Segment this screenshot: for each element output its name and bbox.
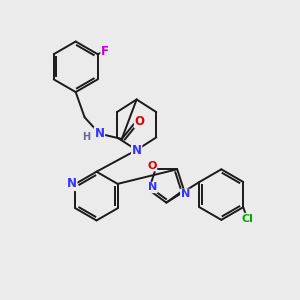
Text: N: N xyxy=(94,127,104,140)
Text: N: N xyxy=(67,177,77,190)
Text: N: N xyxy=(148,182,157,193)
Text: O: O xyxy=(147,161,157,171)
Text: H: H xyxy=(82,132,90,142)
Text: O: O xyxy=(135,115,145,128)
Text: Cl: Cl xyxy=(242,214,254,224)
Text: F: F xyxy=(101,45,109,58)
Text: N: N xyxy=(132,143,142,157)
Text: N: N xyxy=(181,189,190,199)
